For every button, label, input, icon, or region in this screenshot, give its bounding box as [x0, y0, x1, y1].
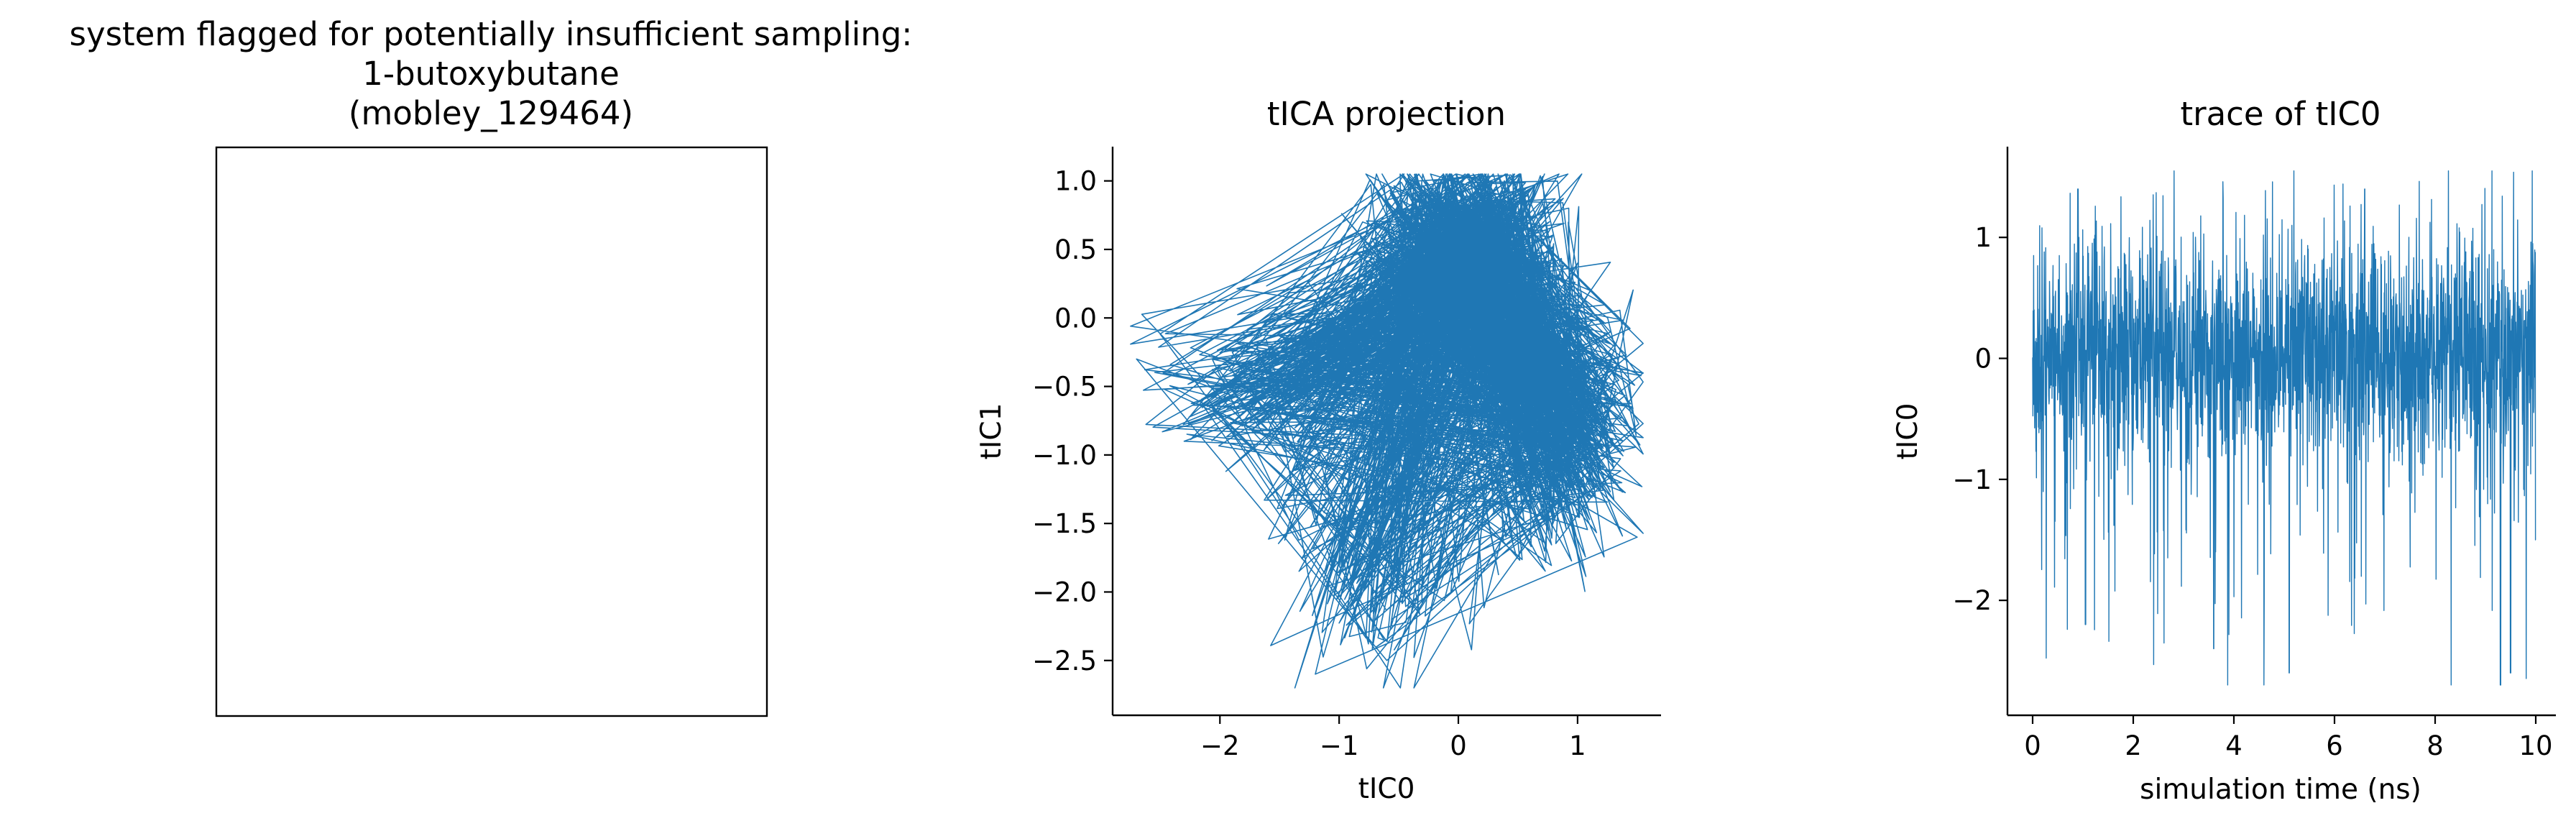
trace-y-tick-label: −1 — [1952, 464, 1992, 495]
tica-y-tick-label: −2.5 — [1032, 646, 1097, 676]
tic0-trace-title: trace of tIC0 — [2180, 95, 2380, 133]
trace-x-tick-label: 6 — [2326, 730, 2343, 761]
tica-projection-panel: tICA projection −2 −1 0 1 1.0 0.5 0.0 −0.5 −1.0… — [975, 95, 1661, 805]
tic0-trace-line — [2032, 170, 2536, 686]
trace-y-tick-label: −2 — [1952, 585, 1992, 616]
tica-y-tick-label: −1.0 — [1032, 440, 1097, 471]
trace-x-tick-label: 2 — [2125, 730, 2142, 761]
trace-x-axis-label: simulation time (ns) — [2140, 774, 2421, 806]
tica-y-ticks: 1.0 0.5 0.0 −0.5 −1.0 −1.5 −2.0 −2.5 — [1032, 166, 1113, 676]
image-panel-frame — [215, 146, 768, 717]
tica-projection-trajectory — [1130, 173, 1644, 689]
figure-suptitle-line-3: (mobley_129464) — [349, 94, 633, 132]
tica-x-tick-label: 1 — [1569, 730, 1586, 761]
tic0-trace-series — [2032, 170, 2536, 686]
trace-y-ticks: 1 0 −1 −2 — [1952, 222, 2007, 616]
tica-y-tick-label: 0.5 — [1054, 234, 1097, 265]
tica-x-tick-label: 0 — [1450, 730, 1467, 761]
tica-x-tick-label: −1 — [1320, 730, 1359, 761]
trace-x-ticks: 0 2 4 6 8 10 — [2024, 715, 2553, 761]
tica-trajectory-series — [1130, 173, 1644, 689]
figure-suptitle-line-2: 1-butoxybutane — [362, 55, 620, 93]
trace-x-tick-label: 0 — [2024, 730, 2041, 761]
tica-y-tick-label: −1.5 — [1032, 508, 1097, 539]
tica-y-tick-label: 1.0 — [1054, 166, 1097, 197]
tic0-trace-panel: trace of tIC0 0 2 4 6 8 10 10−1−2 simulation … — [1892, 95, 2556, 806]
trace-y-tick-label: 1 — [1974, 222, 1992, 253]
tica-y-tick-label: 0.0 — [1054, 303, 1097, 334]
tica-projection-title: tICA projection — [1267, 95, 1506, 133]
trace-x-tick-label: 4 — [2225, 730, 2242, 761]
tica-y-axis-label: tIC1 — [975, 403, 1008, 460]
tica-x-axis-label: tIC0 — [1358, 773, 1415, 805]
tica-x-ticks: −2 −1 0 1 — [1200, 715, 1586, 761]
trace-x-tick-label: 8 — [2426, 730, 2444, 761]
trace-y-axis-label: tIC0 — [1892, 403, 1924, 460]
trace-y-tick-label: 0 — [1974, 344, 1992, 375]
figure-suptitle-line-1: system flagged for potentially insuffici… — [70, 15, 913, 53]
tica-x-tick-label: −2 — [1200, 730, 1240, 761]
tica-y-tick-label: −2.0 — [1032, 577, 1097, 607]
trace-x-tick-label: 10 — [2518, 730, 2552, 761]
tica-y-tick-label: −0.5 — [1032, 372, 1097, 403]
